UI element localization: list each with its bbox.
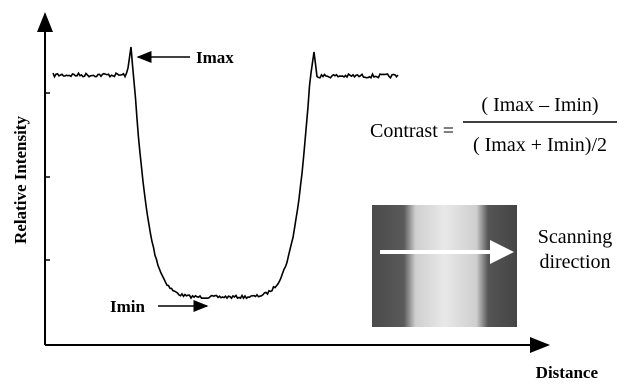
scan-label-1: Scanning [538,226,612,248]
formula-lhs: Contrast = [370,120,454,142]
diagram: Relative Intensity Distance Imax Imin Co… [0,0,634,385]
formula-numerator: ( Imax – Imin) [481,94,598,116]
inset-image [372,205,517,327]
imax-label: Imax [196,48,234,67]
intensity-profile [53,47,398,298]
formula-denominator: ( Imax + Imin)/2 [473,134,607,156]
imin-label: Imin [110,297,146,316]
y-axis-label: Relative Intensity [11,116,30,244]
scan-label-2: direction [539,251,610,273]
x-axis-label: Distance [536,363,599,382]
